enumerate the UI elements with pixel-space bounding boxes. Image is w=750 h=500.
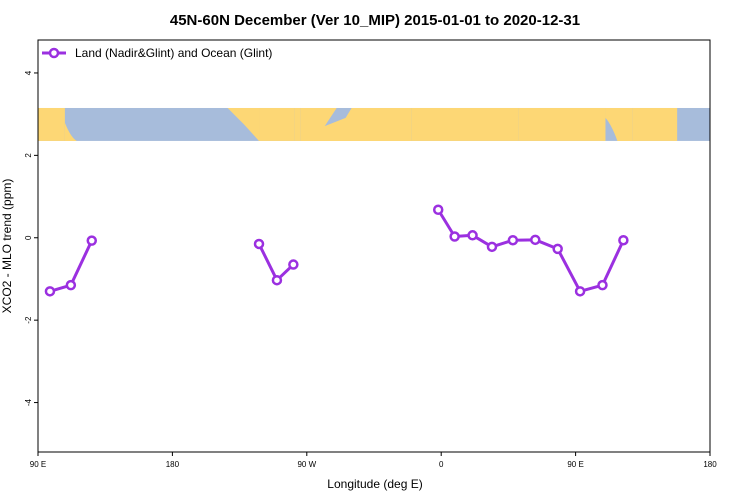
data-point [530, 234, 541, 246]
data-point [44, 286, 56, 297]
legend: Land (Nadir&Glint) and Ocean (Glint) [42, 46, 272, 60]
map-land [518, 107, 606, 141]
map-land [632, 107, 678, 141]
data-point [449, 231, 460, 242]
y-tick-label: -2 [24, 316, 33, 324]
x-tick-label: 0 [439, 460, 444, 469]
x-tick-label: 180 [703, 460, 717, 469]
legend-label: Land (Nadir&Glint) and Ocean (Glint) [75, 46, 272, 60]
map-land [300, 107, 412, 141]
plot-frame [37, 39, 711, 453]
series-layer [44, 204, 629, 297]
y-tick-label: 4 [24, 70, 33, 75]
map-land [294, 107, 301, 141]
x-axis-label: Longitude (deg E) [327, 477, 422, 491]
data-point [86, 235, 98, 246]
y-axis-label: XCO2 - MLO trend (ppm) [0, 179, 14, 314]
data-point [597, 279, 608, 291]
data-point [271, 274, 283, 286]
x-tick-label: 90 E [567, 460, 583, 469]
y-axis: -4 -2 0 2 4 [24, 70, 38, 406]
legend-marker [48, 47, 60, 59]
map-band [38, 107, 710, 141]
data-point [65, 279, 77, 291]
series-line [257, 243, 295, 282]
data-point [288, 259, 299, 270]
data-point [486, 241, 498, 253]
map-land [259, 107, 295, 141]
data-point [552, 243, 563, 255]
data-point [618, 234, 629, 246]
data-point [507, 234, 519, 246]
chart-title: 45N-60N December (Ver 10_MIP) 2015-01-01… [170, 12, 580, 29]
data-point [432, 204, 444, 215]
data-point [574, 286, 586, 297]
map-land [411, 107, 519, 141]
data-point [467, 230, 478, 241]
x-axis: 90 E 180 90 W 0 90 E 180 [30, 452, 717, 469]
map-land [64, 107, 77, 141]
map-land [227, 107, 260, 141]
x-tick-label: 90 W [297, 460, 316, 469]
data-point [253, 238, 265, 250]
map-land [605, 107, 633, 141]
y-tick-label: -4 [24, 398, 33, 406]
y-tick-label: 2 [24, 153, 33, 158]
x-tick-label: 90 E [30, 460, 46, 469]
y-tick-label: 0 [24, 235, 33, 240]
series-line [436, 208, 625, 293]
map-land [38, 107, 65, 141]
x-tick-label: 180 [166, 460, 180, 469]
